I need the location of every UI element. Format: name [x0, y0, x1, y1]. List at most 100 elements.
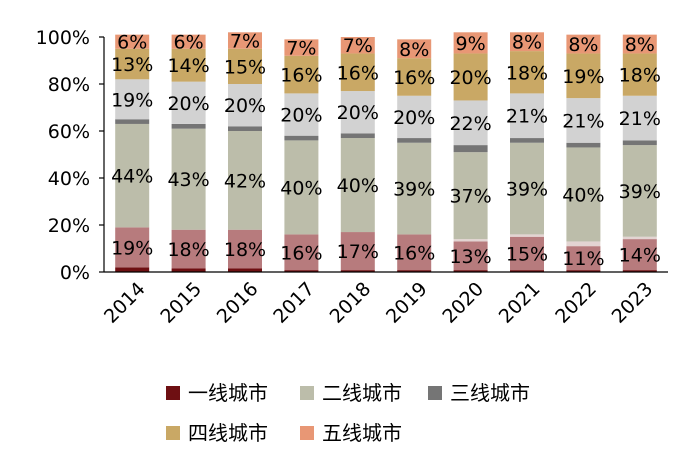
x-tick-label-2022: 2022 — [551, 278, 601, 328]
bar-segment-2020-4 — [453, 145, 488, 153]
bar-segment-2014-5 — [115, 79, 150, 120]
data-label-2017-3: 40% — [280, 177, 322, 199]
x-tick-label-2014: 2014 — [100, 278, 150, 328]
bar-segment-2014-0 — [115, 267, 150, 272]
bar-segment-2020-0 — [453, 270, 488, 272]
bar-segment-2020-2 — [453, 239, 488, 242]
data-label-2014-5: 19% — [111, 89, 153, 111]
bar-segment-2021-1 — [510, 236, 544, 271]
x-tick-label-2021: 2021 — [495, 278, 545, 328]
bar-segment-2017-1 — [284, 234, 319, 271]
bar-segment-2022-5 — [566, 98, 601, 143]
bar-segment-2021-0 — [510, 270, 544, 272]
bar-segment-2016-1 — [228, 229, 262, 269]
bar-segment-2016-6 — [228, 48, 262, 84]
data-label-2016-6: 15% — [224, 56, 266, 78]
data-label-2023-3: 39% — [619, 181, 661, 203]
y-tick-label: 80% — [48, 74, 90, 96]
data-label-2022-5: 21% — [562, 110, 604, 132]
bar-segment-2017-0 — [284, 270, 319, 272]
legend-label-0: 一线城市 — [188, 381, 268, 405]
legend-swatch-0 — [166, 386, 180, 400]
bar-segment-2023-6 — [622, 53, 657, 96]
bar-segment-2017-5 — [284, 93, 319, 136]
data-label-2019-1: 16% — [393, 242, 435, 264]
bar-segment-2019-0 — [397, 270, 432, 272]
bar-segment-2015-1 — [171, 229, 206, 269]
x-tick-label-2016: 2016 — [213, 278, 263, 328]
x-tick-label-2020: 2020 — [438, 278, 488, 328]
data-label-2019-3: 39% — [393, 179, 435, 201]
legend-label-3: 四线城市 — [188, 421, 268, 445]
x-tick-label-2019: 2019 — [382, 278, 432, 328]
bar-segment-2019-5 — [397, 95, 432, 139]
bar-segment-2019-1 — [397, 234, 432, 271]
data-label-2023-1: 14% — [619, 245, 661, 267]
legend-label-2: 三线城市 — [450, 381, 530, 405]
y-tick-label: 100% — [36, 27, 90, 49]
bar-segment-2021-4 — [510, 138, 544, 143]
bar-segment-2023-2 — [622, 236, 657, 240]
bars-group — [115, 32, 657, 272]
data-label-2015-5: 20% — [167, 93, 209, 115]
bar-segment-2022-3 — [566, 147, 601, 242]
bar-segment-2015-0 — [171, 268, 206, 272]
bar-segment-2019-4 — [397, 138, 432, 143]
data-label-2014-3: 44% — [111, 166, 153, 188]
bar-segment-2018-1 — [340, 232, 375, 271]
y-tick-label: 60% — [48, 121, 90, 143]
data-labels-group: 19%44%19%13%6%18%43%20%14%6%18%42%20%15%… — [111, 31, 661, 271]
bar-segment-2018-7 — [340, 37, 375, 54]
x-tick-label-2015: 2015 — [156, 278, 206, 328]
bar-segment-2022-7 — [566, 34, 601, 54]
data-label-2015-7: 6% — [174, 32, 204, 54]
bar-segment-2019-7 — [397, 39, 432, 59]
data-label-2021-3: 39% — [506, 179, 548, 201]
data-label-2019-7: 8% — [399, 39, 429, 61]
data-label-2018-1: 17% — [337, 241, 379, 263]
data-label-2020-3: 37% — [449, 186, 491, 208]
data-label-2023-7: 8% — [625, 34, 655, 56]
data-label-2018-5: 20% — [337, 102, 379, 124]
data-label-2017-6: 16% — [280, 65, 322, 87]
data-label-2020-6: 20% — [449, 67, 491, 89]
bar-segment-2014-4 — [115, 119, 150, 124]
data-label-2022-7: 8% — [568, 34, 598, 56]
bar-segment-2014-6 — [115, 48, 150, 80]
data-label-2018-3: 40% — [337, 175, 379, 197]
bar-segment-2016-4 — [228, 126, 262, 131]
bar-segment-2014-3 — [115, 123, 150, 228]
data-label-2014-1: 19% — [111, 237, 153, 259]
bar-segment-2019-3 — [397, 142, 432, 235]
bar-segment-2021-7 — [510, 32, 544, 52]
bar-segment-2020-7 — [453, 32, 488, 54]
y-tick-label: 40% — [48, 168, 90, 190]
legend-swatch-1 — [300, 386, 314, 400]
x-tick-label-2017: 2017 — [269, 278, 319, 328]
bar-segment-2020-5 — [453, 100, 488, 146]
bar-segment-2021-2 — [510, 234, 544, 237]
bar-segment-2023-4 — [622, 140, 657, 146]
bar-segment-2017-6 — [284, 55, 319, 94]
bar-segment-2022-4 — [566, 142, 601, 148]
bar-segment-2018-5 — [340, 91, 375, 134]
bar-segment-2017-4 — [284, 135, 319, 141]
bar-segment-2015-6 — [171, 48, 206, 82]
bar-segment-2015-7 — [171, 34, 206, 49]
bar-segment-2014-7 — [115, 34, 150, 49]
bar-segment-2018-3 — [340, 138, 375, 233]
bar-segment-2022-1 — [566, 246, 601, 271]
bar-segment-2023-1 — [622, 239, 657, 271]
data-label-2022-6: 19% — [562, 66, 604, 88]
bar-segment-2020-1 — [453, 241, 488, 271]
data-label-2023-6: 18% — [619, 65, 661, 87]
bar-segment-2020-3 — [453, 152, 488, 240]
data-label-2019-6: 16% — [393, 67, 435, 89]
bar-segment-2023-3 — [622, 145, 657, 237]
bar-segment-2018-4 — [340, 133, 375, 139]
bar-segment-2016-0 — [228, 268, 262, 272]
bar-segment-2015-3 — [171, 128, 206, 230]
bar-segment-2020-6 — [453, 53, 488, 101]
bar-segment-2016-3 — [228, 131, 262, 230]
